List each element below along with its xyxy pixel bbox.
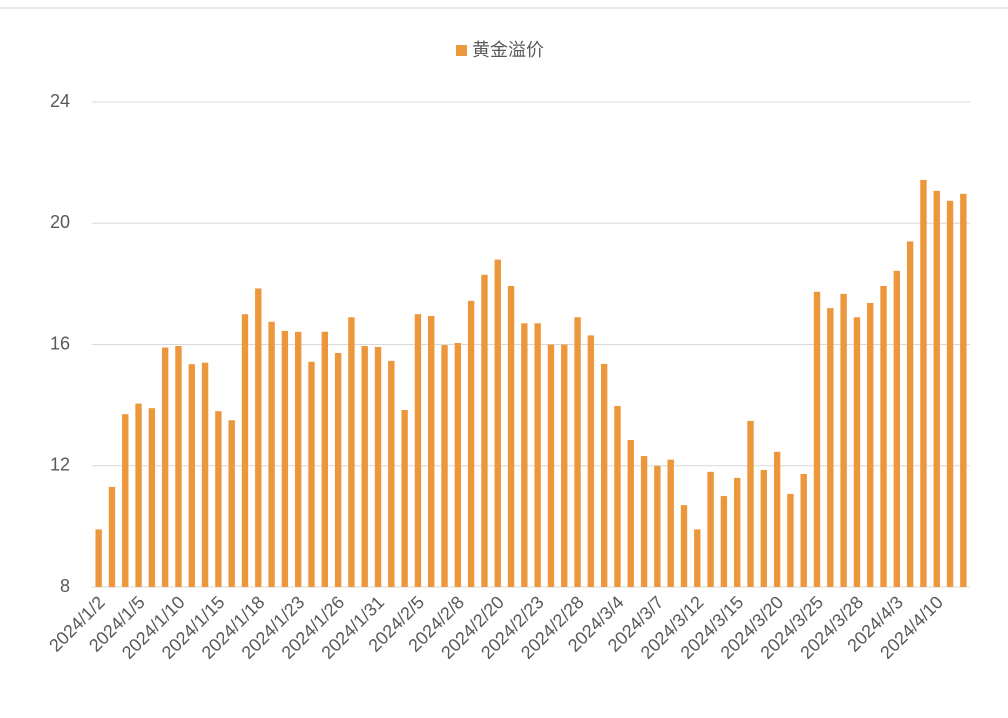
bar <box>388 360 395 587</box>
bar <box>720 496 728 587</box>
bar <box>135 403 142 587</box>
bar <box>680 505 688 587</box>
bar <box>933 190 940 588</box>
bar <box>627 439 634 587</box>
bar <box>95 529 102 587</box>
bar <box>867 302 874 587</box>
bar <box>614 406 621 587</box>
bar <box>760 469 768 587</box>
bar <box>215 411 222 587</box>
bar <box>255 288 262 587</box>
bar <box>960 193 967 588</box>
bar <box>827 308 834 587</box>
bar <box>334 352 342 587</box>
bar <box>521 323 528 587</box>
bar <box>707 471 714 587</box>
bar <box>294 331 302 587</box>
bar <box>773 451 781 587</box>
bar <box>108 486 116 587</box>
bar <box>361 346 368 587</box>
bar <box>241 314 249 587</box>
bar <box>880 285 887 587</box>
bar <box>454 342 462 587</box>
bar <box>281 330 289 587</box>
bar <box>308 361 315 587</box>
bar <box>374 346 382 587</box>
bar <box>481 274 488 587</box>
bar <box>547 344 555 587</box>
bar <box>401 409 408 587</box>
bar <box>201 362 209 587</box>
bar <box>561 344 568 587</box>
bar <box>853 317 861 587</box>
bar <box>574 317 581 587</box>
bar <box>733 477 741 587</box>
bar <box>175 346 182 587</box>
bar <box>321 331 329 587</box>
bar <box>920 179 927 587</box>
bar <box>348 317 355 587</box>
bar <box>654 465 661 587</box>
bar <box>640 456 648 587</box>
bar <box>228 420 235 587</box>
bar <box>414 314 422 587</box>
bar <box>906 241 914 587</box>
bar <box>507 285 515 587</box>
bar <box>161 347 169 587</box>
bar <box>122 414 129 587</box>
bar <box>893 270 901 587</box>
bar <box>800 473 807 587</box>
y-tick-label: 16 <box>50 333 70 353</box>
y-tick-label: 12 <box>50 455 70 475</box>
bar <box>600 363 608 587</box>
bar <box>534 323 541 587</box>
bar <box>694 529 701 587</box>
bar <box>587 335 595 587</box>
legend-swatch <box>456 45 467 56</box>
bar <box>813 291 821 587</box>
bar <box>787 493 794 587</box>
bar <box>148 408 156 587</box>
bar <box>467 300 475 587</box>
y-tick-label: 8 <box>60 576 70 596</box>
bar <box>188 364 195 587</box>
bar <box>494 259 501 587</box>
legend-label: 黄金溢价 <box>472 40 544 60</box>
bar <box>946 200 954 587</box>
bar <box>747 420 754 587</box>
y-tick-label: 20 <box>50 212 70 232</box>
bar <box>840 293 847 587</box>
bar <box>428 316 435 587</box>
bar <box>441 345 448 587</box>
bar <box>667 459 674 587</box>
y-tick-label: 24 <box>50 91 70 111</box>
bar <box>268 321 275 587</box>
